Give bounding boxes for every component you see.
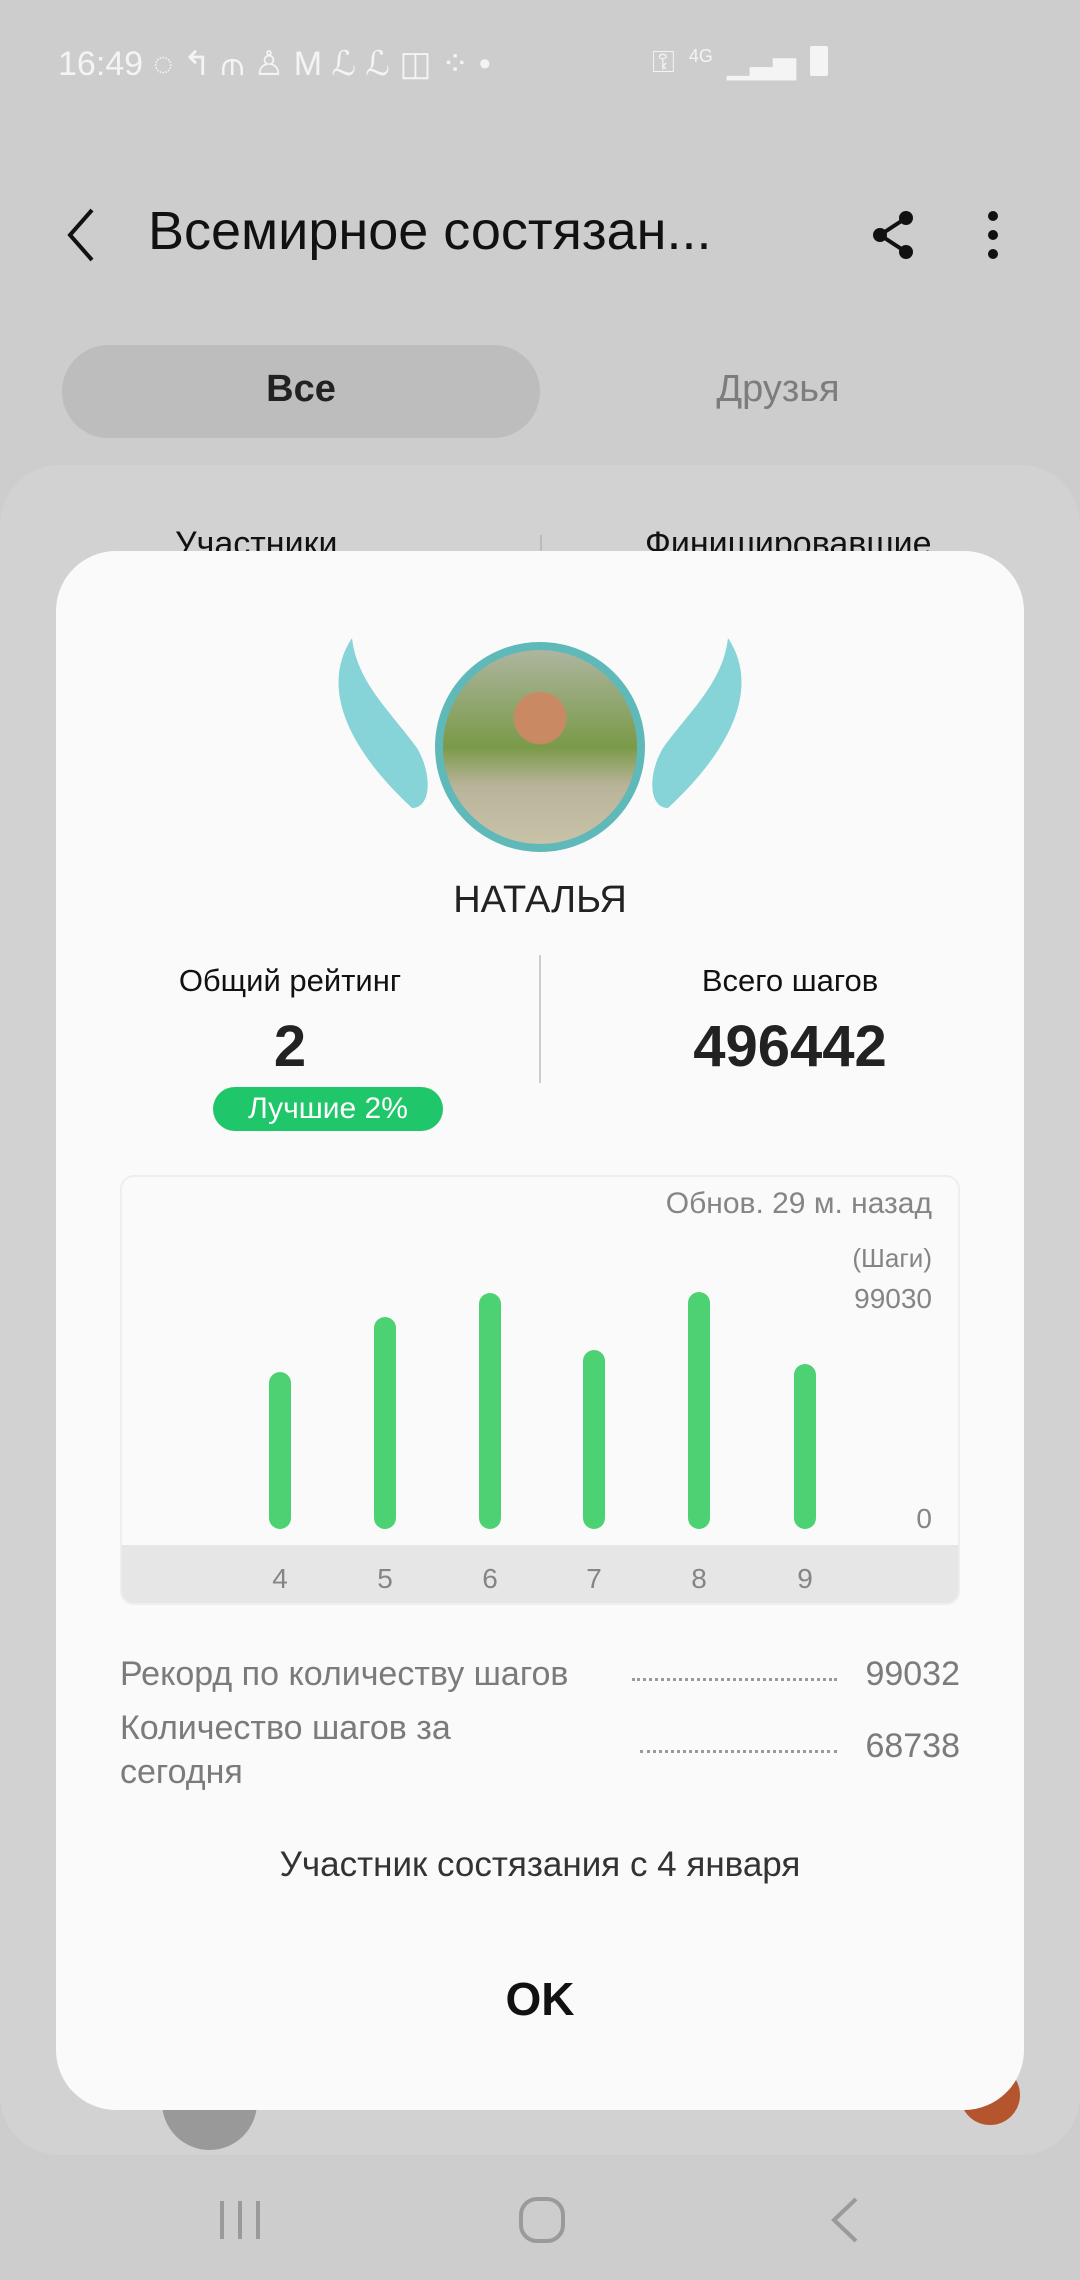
x-tick-label: 4 bbox=[272, 1563, 288, 1594]
recent-apps-button[interactable] bbox=[218, 2195, 262, 2250]
home-button[interactable] bbox=[517, 2195, 567, 2250]
dotted-leader bbox=[640, 1750, 837, 1753]
more-options-button[interactable] bbox=[985, 210, 1001, 265]
x-tick-label: 7 bbox=[586, 1563, 602, 1594]
more-vert-icon bbox=[988, 211, 998, 259]
steps-chart: Обнов. 29 м. назад (Шаги) 99030 0 4 5 6 7 8 9 bbox=[120, 1175, 960, 1605]
share-icon bbox=[873, 211, 913, 259]
page-title: Всемирное состязан... bbox=[148, 201, 712, 261]
participant-name: НАТАЛЬЯ bbox=[453, 879, 627, 921]
tab-friends[interactable]: Друзья bbox=[716, 368, 840, 410]
member-since: Участник состязания с 4 января bbox=[279, 1845, 801, 1884]
today-label: Количество шагов за сегодня bbox=[120, 1709, 451, 1791]
x-tick-label: 9 bbox=[797, 1563, 813, 1594]
nav-back-button[interactable] bbox=[828, 2195, 862, 2250]
steps-value: 496442 bbox=[693, 1014, 887, 1079]
y-min-label: 0 bbox=[916, 1503, 932, 1534]
x-tick-label: 8 bbox=[691, 1563, 707, 1594]
rank-label: Общий рейтинг bbox=[178, 963, 402, 998]
back-icon bbox=[831, 2197, 858, 2243]
recent-apps-icon bbox=[220, 2201, 260, 2239]
x-axis-band bbox=[122, 1545, 958, 1603]
chevron-left-icon bbox=[67, 208, 94, 262]
vpn-key-icon: ⚿ bbox=[652, 46, 675, 79]
wings-icon bbox=[338, 638, 742, 808]
status-right: ⚿ 4G ▁▃▅ bbox=[652, 46, 829, 81]
ok-button[interactable]: OK bbox=[505, 1973, 575, 2025]
avatar-photo bbox=[435, 642, 645, 852]
clock: 16:49 bbox=[58, 44, 144, 83]
signal-icon: ▁▃▅ bbox=[726, 47, 797, 80]
dotted-leader bbox=[632, 1678, 837, 1681]
tab-all[interactable]: Все bbox=[266, 368, 336, 410]
back-button[interactable] bbox=[62, 205, 102, 270]
today-value: 68738 bbox=[865, 1727, 960, 1765]
x-tick-label: 5 bbox=[377, 1563, 393, 1594]
share-button[interactable] bbox=[870, 210, 916, 265]
y-axis-label: (Шаги) bbox=[852, 1243, 932, 1273]
notification-icons: ◌ ↰ ⫙ ♙ M ℒ ℒ ◫ ⁘ • bbox=[153, 45, 491, 83]
bar-day-5 bbox=[374, 1316, 396, 1529]
stat-divider bbox=[539, 955, 541, 1083]
top-percent-badge: Лучшие 2% bbox=[213, 1087, 443, 1131]
tab-all-pill[interactable] bbox=[62, 345, 540, 438]
battery-icon bbox=[810, 46, 829, 76]
x-tick-label: 6 bbox=[482, 1563, 498, 1594]
status-bar: 16:49 ◌ ↰ ⫙ ♙ M ℒ ℒ ◫ ⁘ • bbox=[58, 44, 491, 84]
bar-day-8 bbox=[688, 1292, 710, 1529]
steps-label: Всего шагов bbox=[701, 963, 879, 998]
network-type: 4G bbox=[688, 46, 713, 66]
record-label: Рекорд по количеству шагов bbox=[120, 1655, 569, 1693]
y-max-label: 99030 bbox=[854, 1283, 932, 1314]
bar-day-6 bbox=[479, 1293, 501, 1529]
updated-label: Обнов. 29 м. назад bbox=[665, 1187, 932, 1220]
home-icon bbox=[519, 2197, 565, 2243]
record-value: 99032 bbox=[865, 1655, 960, 1693]
rank-value: 2 bbox=[273, 1014, 307, 1079]
bar-day-7 bbox=[583, 1349, 605, 1529]
bar-day-9 bbox=[794, 1364, 816, 1529]
bar-day-4 bbox=[269, 1371, 291, 1529]
